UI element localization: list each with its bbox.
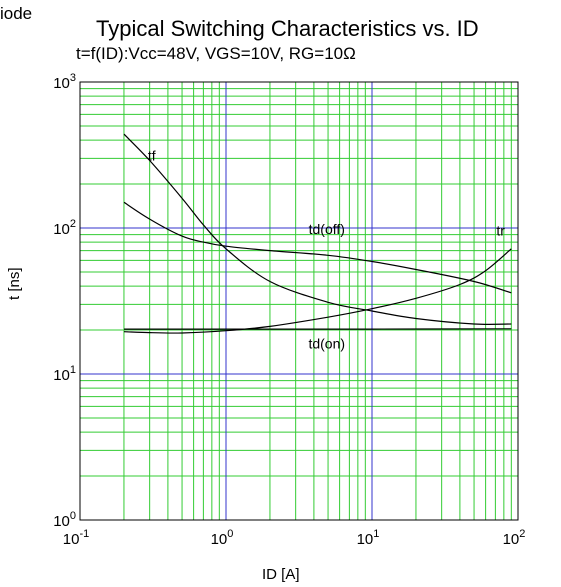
annotation-td-on-: td(on)	[308, 336, 345, 352]
chart-subtitle: t=f(ID):Vcc=48V, VGS=10V, RG=10Ω	[76, 44, 356, 63]
y-tick-label: 102	[53, 218, 76, 238]
y-tick-label: 101	[53, 364, 76, 384]
series-line-tr	[123, 248, 512, 334]
corner-text: iode	[0, 4, 33, 23]
plot-frame	[79, 81, 519, 521]
x-tick-label: 102	[503, 528, 526, 548]
series-line-td-off-	[123, 201, 512, 294]
annotation-tf: tf	[148, 147, 156, 163]
x-axis-label: ID [A]	[262, 566, 300, 583]
annotation-tr: tr	[496, 222, 505, 238]
x-tick-label: 10-1	[63, 528, 89, 548]
y-tick-label: 100	[53, 510, 76, 530]
annotation-td-off-: td(off)	[309, 221, 345, 237]
y-tick-label: 103	[53, 72, 76, 92]
x-tick-label: 101	[357, 528, 380, 548]
series-line-tf	[123, 133, 512, 325]
x-tick-label: 100	[211, 528, 234, 548]
chart-title: Typical Switching Characteristics vs. ID	[96, 16, 479, 41]
